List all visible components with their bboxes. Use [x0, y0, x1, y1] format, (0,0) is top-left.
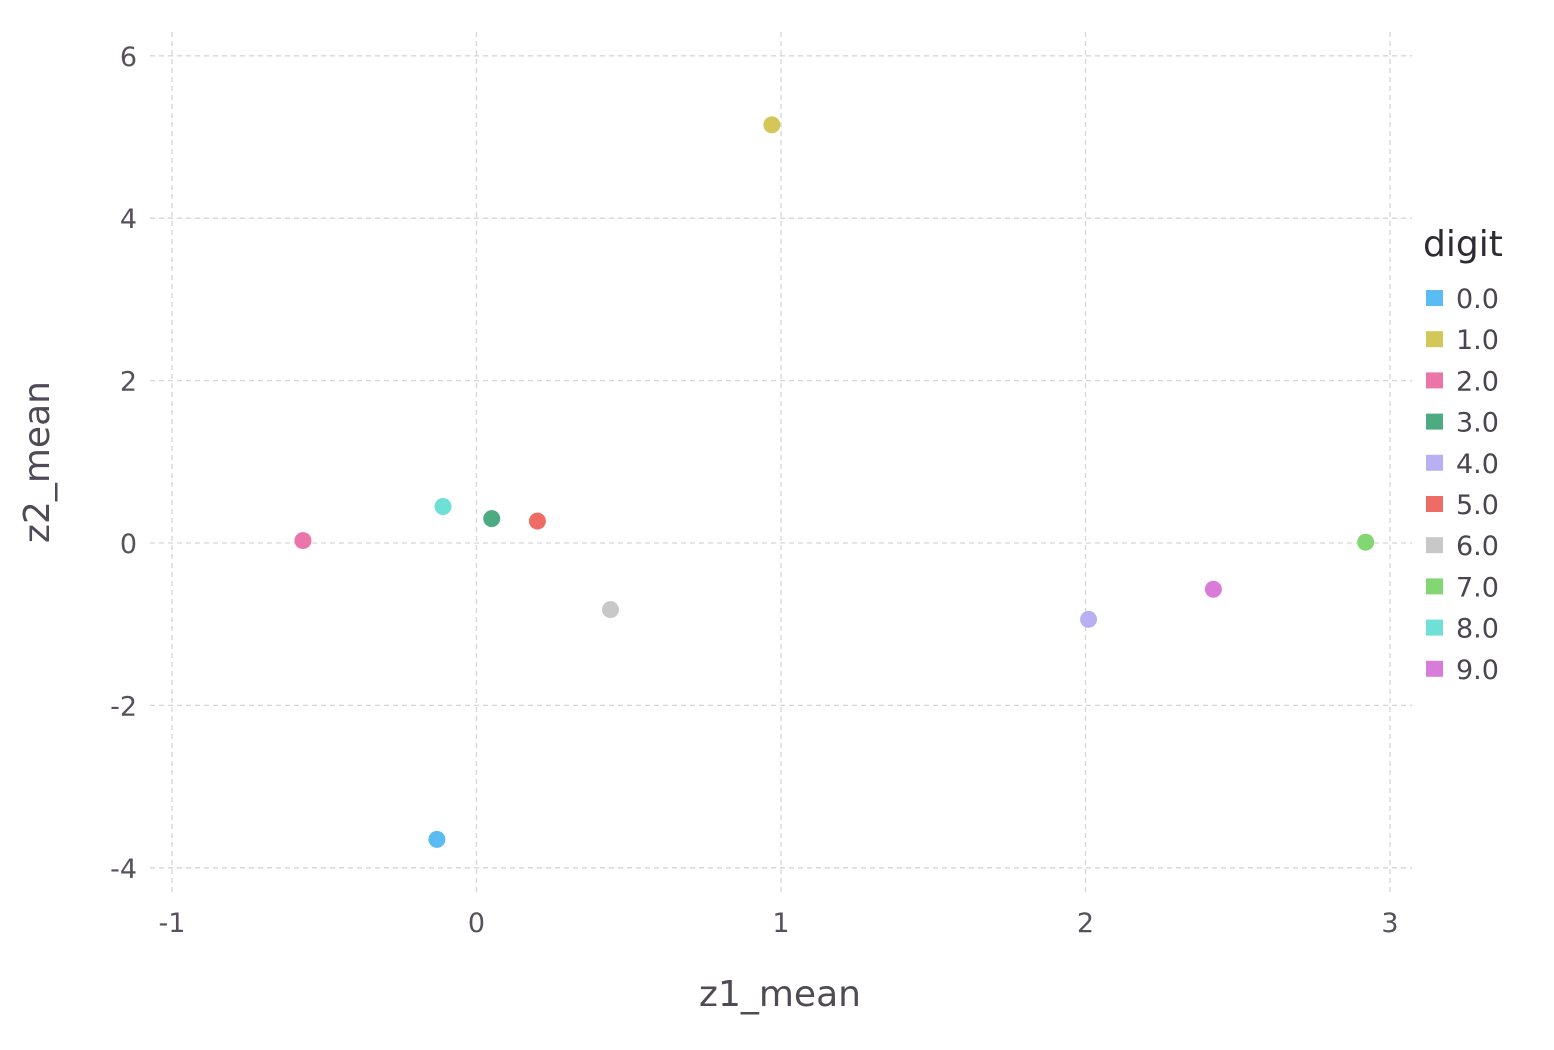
- data-point-digit-1.0: [763, 116, 781, 134]
- data-point-digit-6.0: [601, 601, 619, 619]
- data-point-digit-3.0: [483, 510, 501, 528]
- legend-label: 9.0: [1456, 655, 1499, 686]
- legend-label: 6.0: [1456, 531, 1499, 562]
- y-tick-label: 6: [120, 42, 137, 73]
- x-tick-label: 1: [772, 908, 789, 939]
- legend-swatch: [1426, 660, 1443, 677]
- legend-label: 8.0: [1456, 614, 1499, 645]
- legend-item: 3.0: [1426, 408, 1499, 439]
- x-axis-title: z1_mean: [699, 974, 861, 1015]
- legend-swatch: [1426, 372, 1443, 389]
- data-point-digit-8.0: [434, 497, 452, 515]
- data-point-digit-7.0: [1357, 533, 1375, 551]
- data-point-digit-2.0: [294, 532, 312, 550]
- y-tick-label: 0: [120, 529, 137, 560]
- legend-swatch: [1426, 496, 1443, 512]
- legend-item: 1.0: [1426, 325, 1499, 356]
- data-points: [294, 116, 1375, 848]
- legend-item: 6.0: [1426, 531, 1499, 562]
- x-tick-label: 0: [468, 908, 485, 939]
- legend-swatch: [1426, 413, 1443, 430]
- legend-item: 4.0: [1426, 449, 1499, 480]
- data-point-digit-9.0: [1204, 580, 1222, 598]
- legend: digit 0.0 1.0 2.0 3.0 4.0 5.0 6.0 7.0 8.0 9.0: [1423, 224, 1503, 686]
- legend-item: 5.0: [1426, 490, 1499, 521]
- legend-label: 4.0: [1456, 449, 1499, 480]
- y-axis-title: z2_mean: [17, 381, 58, 543]
- x-tick-label: 3: [1381, 908, 1398, 939]
- legend-label: 5.0: [1456, 490, 1499, 521]
- data-point-digit-0.0: [428, 830, 446, 848]
- legend-title: digit: [1423, 224, 1503, 265]
- x-axis-ticks: -1 0 1 2 3: [159, 908, 1399, 939]
- x-tick-label: 2: [1077, 908, 1094, 939]
- legend-label: 3.0: [1456, 408, 1499, 439]
- legend-item: 0.0: [1426, 284, 1499, 315]
- legend-swatch: [1426, 454, 1443, 471]
- legend-item: 2.0: [1426, 366, 1499, 397]
- data-point-digit-5.0: [528, 512, 546, 530]
- legend-item: 7.0: [1426, 572, 1499, 603]
- y-tick-label: -4: [110, 854, 137, 885]
- legend-label: 0.0: [1456, 284, 1499, 315]
- legend-swatch: [1426, 619, 1443, 636]
- legend-swatch: [1426, 578, 1443, 595]
- y-tick-label: -2: [110, 691, 137, 722]
- legend-item: 9.0: [1426, 655, 1499, 686]
- x-tick-label: -1: [159, 908, 186, 939]
- legend-swatch: [1426, 537, 1443, 554]
- data-point-digit-4.0: [1080, 610, 1098, 628]
- legend-label: 7.0: [1456, 572, 1499, 603]
- legend-label: 2.0: [1456, 366, 1499, 397]
- legend-swatch: [1426, 331, 1443, 348]
- legend-items: 0.0 1.0 2.0 3.0 4.0 5.0 6.0 7.0 8.0 9.0: [1426, 284, 1499, 686]
- legend-label: 1.0: [1456, 325, 1499, 356]
- legend-swatch: [1426, 290, 1443, 306]
- legend-item: 8.0: [1426, 614, 1499, 645]
- y-tick-label: 4: [120, 204, 137, 235]
- grid: [150, 32, 1412, 892]
- y-axis-ticks: -4 -2 0 2 4 6: [110, 42, 137, 885]
- y-tick-label: 2: [120, 367, 137, 398]
